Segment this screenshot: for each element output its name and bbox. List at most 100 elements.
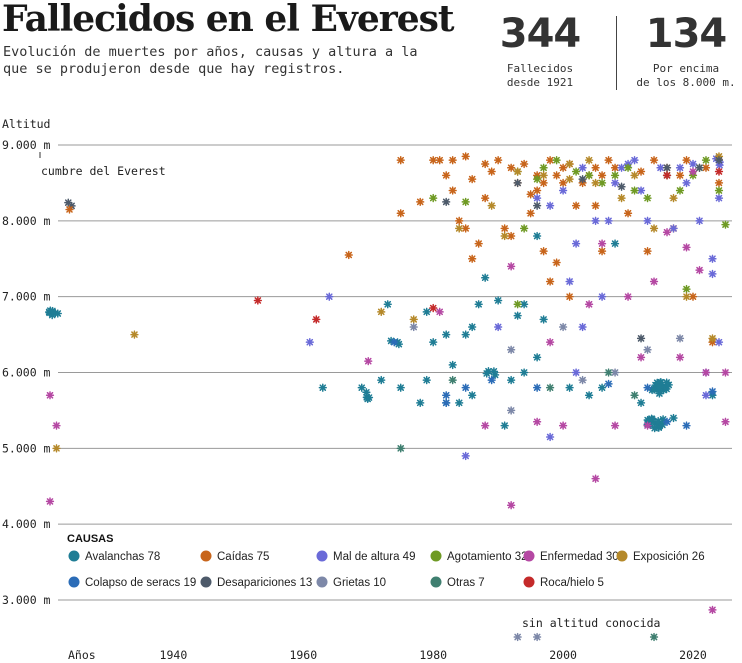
legend-label: Colapso de seracs 19 [85,577,196,589]
death-marker [442,391,451,400]
death-marker [643,193,652,203]
death-marker [545,432,555,442]
page-title: Fallecidos en el Everest [2,0,455,40]
death-marker [487,167,496,176]
death-marker [532,231,542,241]
death-marker [617,163,626,172]
death-marker [695,216,704,225]
death-marker [558,186,568,195]
death-marker [584,156,594,165]
death-marker [688,292,698,301]
death-marker [490,370,500,380]
death-marker [513,167,522,176]
death-marker [643,345,652,354]
stat-above-8000: 134 Por encima de los 8.000 m. [628,10,742,90]
legend-label: Roca/hielo 5 [540,577,604,589]
death-marker [571,167,581,176]
death-marker [539,163,548,172]
death-marker [461,152,470,161]
death-marker [396,444,405,453]
death-marker [506,406,516,415]
death-marker [662,171,672,180]
death-marker [662,163,672,172]
death-marker [682,243,691,252]
y-tick-label: 8.000 m [2,214,51,228]
death-marker [513,300,522,309]
death-marker [474,239,483,248]
death-marker [610,178,620,188]
death-marker [647,385,657,395]
death-marker [643,383,652,392]
death-marker [656,378,665,387]
death-marker [130,330,139,339]
death-marker [52,421,61,430]
death-marker [386,336,396,346]
death-marker [500,231,509,241]
death-marker [571,239,581,248]
death-marker [623,292,633,301]
death-marker [468,391,477,400]
death-marker [532,383,542,392]
death-marker [664,380,673,390]
death-marker [675,186,685,195]
legend-label: Grietas 10 [333,577,386,589]
death-marker [363,394,372,404]
death-marker [701,156,711,165]
legend-swatch [523,576,535,588]
death-marker [532,193,542,203]
death-marker [67,201,76,211]
death-marker [708,605,717,615]
stat-total-deaths-value: 344 [499,11,582,57]
death-marker [714,178,724,188]
death-marker [513,311,522,320]
death-marker [461,197,470,207]
death-marker [649,224,659,233]
death-marker [442,197,451,207]
death-marker [623,163,633,172]
legend-swatch [316,550,328,562]
death-marker [552,258,561,267]
death-marker [539,171,548,180]
stat-total-deaths-label: Fallecidos desde 1921 [506,62,574,89]
death-marker [545,383,555,392]
death-marker [422,307,431,316]
death-marker [506,231,516,241]
death-marker [649,156,659,165]
death-marker [630,171,639,180]
death-marker [682,421,691,430]
death-marker [644,416,653,425]
death-marker [494,156,503,165]
death-marker [45,497,55,506]
death-marker [481,421,490,430]
death-marker [52,444,61,453]
death-marker [500,421,509,430]
death-marker [630,186,639,195]
death-marker [630,156,639,165]
death-marker [654,422,664,431]
death-marker [468,254,477,263]
death-marker [682,156,691,165]
death-marker [455,398,464,407]
death-marker [682,292,691,301]
death-marker [654,383,664,392]
death-marker [461,383,470,392]
death-marker [597,292,607,301]
stat-above-8000-value: 134 [645,11,728,57]
unknown-altitude-annotation: sin altitud conocida [522,616,660,630]
death-marker [591,163,600,172]
death-marker [377,307,386,316]
death-marker [636,186,646,195]
death-marker [675,163,685,172]
legend-swatch [68,576,80,588]
death-marker [519,300,529,309]
death-marker [506,163,516,172]
death-marker [636,167,646,176]
death-marker [597,247,607,256]
death-marker [610,171,620,180]
x-tick-label: 2000 [549,648,577,662]
death-marker [682,284,691,294]
death-marker [455,224,464,233]
legend-swatch [200,550,212,562]
death-marker [396,156,405,165]
